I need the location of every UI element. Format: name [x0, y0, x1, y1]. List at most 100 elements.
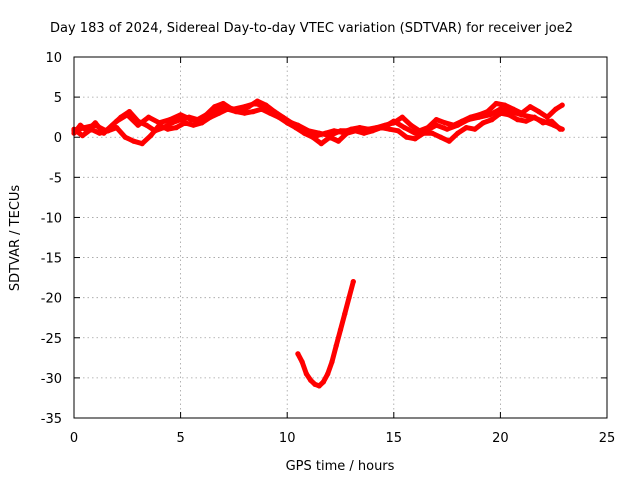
data-point [114, 118, 120, 124]
data-point [433, 117, 439, 123]
data-point [455, 130, 461, 136]
x-tick-label: 5 [176, 431, 184, 446]
data-point [412, 136, 418, 142]
data-point [320, 379, 326, 385]
data-point [346, 295, 352, 301]
data-point [523, 118, 529, 124]
data-point [299, 359, 305, 365]
data-point [182, 120, 188, 126]
data-point [529, 114, 536, 120]
data-point [442, 120, 448, 126]
data-point [114, 125, 120, 131]
y-tick-label: 5 [54, 91, 62, 106]
data-point [514, 117, 521, 123]
data-point [399, 114, 405, 120]
data-point [335, 138, 341, 144]
data-point [327, 133, 333, 139]
data-point [412, 130, 418, 136]
data-point [350, 279, 356, 285]
x-tick-label: 25 [599, 431, 616, 446]
data-point [242, 110, 248, 116]
data-point [325, 371, 331, 377]
y-tick-label: -10 [41, 211, 62, 226]
data-point [333, 343, 339, 349]
y-tick-label: -30 [41, 372, 62, 387]
data-point [361, 130, 367, 136]
data-point [472, 126, 478, 132]
data-point [122, 134, 128, 140]
data-point [386, 126, 393, 132]
data-point [199, 118, 205, 124]
data-point [342, 311, 348, 317]
y-tick-label: 10 [45, 51, 62, 66]
data-point [519, 112, 525, 118]
data-point [401, 125, 408, 131]
series-layer [71, 98, 565, 389]
data-point [559, 102, 565, 108]
data-point [359, 126, 365, 132]
data-point [502, 102, 508, 108]
data-point [433, 122, 439, 128]
data-point [284, 118, 290, 124]
data-point [231, 106, 237, 112]
y-tick-label: -25 [41, 332, 62, 347]
data-point [173, 125, 179, 131]
data-point [444, 126, 450, 132]
data-point [395, 128, 401, 134]
data-point [446, 138, 452, 144]
y-tick-label: -20 [41, 292, 62, 307]
data-point [463, 125, 469, 131]
data-point [544, 114, 550, 120]
data-point [329, 359, 335, 365]
data-point [190, 122, 196, 128]
data-point [476, 114, 482, 120]
y-tick-label: 0 [54, 131, 62, 146]
data-point [380, 125, 386, 131]
data-point [188, 117, 194, 123]
data-point [305, 128, 312, 134]
plot-frame [73, 56, 608, 419]
data-point [242, 104, 248, 110]
data-point [156, 120, 162, 126]
y-tick-label: -5 [49, 171, 62, 186]
data-point [408, 122, 414, 128]
data-point [178, 112, 184, 118]
data-point [139, 141, 145, 147]
series-line-trace-d [295, 279, 356, 389]
data-point [316, 130, 322, 136]
data-point [263, 104, 269, 110]
data-point [146, 114, 152, 120]
x-tick-label: 10 [279, 431, 296, 446]
data-point [553, 106, 559, 112]
data-point [103, 128, 109, 134]
data-point [97, 130, 103, 136]
data-point [148, 133, 154, 139]
data-point [540, 118, 546, 124]
data-point [310, 134, 316, 140]
x-axis-title: GPS time / hours [286, 459, 395, 474]
data-point [455, 122, 461, 128]
data-point [429, 130, 435, 136]
x-tick-label: 20 [492, 431, 509, 446]
data-point [295, 122, 301, 128]
y-axis-title: SDTVAR / TECUs [8, 185, 23, 292]
data-point [337, 327, 344, 333]
data-point [404, 134, 410, 140]
data-point [178, 117, 184, 123]
data-point [497, 106, 503, 112]
data-point [318, 141, 324, 147]
data-point [308, 377, 314, 383]
data-point [493, 100, 499, 107]
data-point [210, 109, 216, 115]
data-point [337, 128, 344, 134]
data-point [316, 383, 322, 389]
data-point [423, 128, 429, 134]
series-line-trace-b [71, 106, 563, 147]
data-point [124, 112, 130, 118]
data-point [131, 138, 137, 144]
data-point [303, 371, 309, 377]
data-point [487, 112, 493, 118]
axis-ticks: 0 5 10 15 20 25 10 5 0 -5 -10 -15 -20 -25 -30 -35 [41, 51, 616, 446]
data-point [312, 381, 318, 387]
y-tick-label: -35 [41, 412, 62, 427]
